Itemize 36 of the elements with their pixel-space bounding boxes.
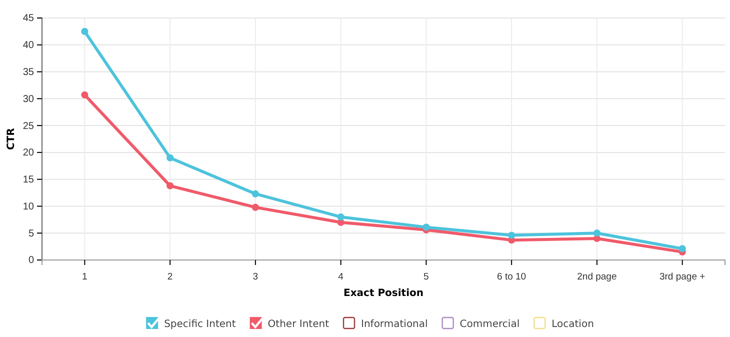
point: [678, 245, 686, 252]
point: [337, 213, 344, 221]
y-tick-label: 45: [22, 13, 34, 24]
point: [166, 182, 174, 190]
point: [166, 154, 174, 162]
point: [81, 91, 88, 98]
y-tick-label: 40: [22, 40, 34, 52]
x-tick-label: 5: [424, 271, 429, 282]
point: [422, 224, 430, 231]
y-axis-title: CTR: [6, 128, 17, 150]
point: [81, 28, 88, 36]
x-tick-label: 2: [167, 271, 173, 282]
y-tick-label: 30: [22, 94, 34, 105]
point: [252, 190, 260, 198]
y-tick-label: 0: [28, 255, 34, 266]
legend-label: Specific Intent: [164, 319, 236, 330]
point: [508, 232, 516, 239]
x-tick-label: 2nd page: [577, 271, 617, 282]
y-tick-label: 15: [22, 174, 34, 186]
point: [593, 230, 601, 237]
y-tick-label: 35: [22, 66, 34, 78]
legend-label: Commercial: [460, 319, 520, 330]
x-axis-title: Exact Position: [344, 288, 424, 299]
legend-label: Location: [552, 319, 594, 330]
y-tick-label: 20: [22, 148, 34, 159]
x-tick-label: 6 to 10: [497, 271, 526, 282]
x-tick-label: 3rd page +: [659, 271, 706, 282]
x-tick-label: 1: [82, 271, 88, 282]
y-tick-label: 5: [28, 228, 34, 240]
x-tick-label: 3: [252, 271, 258, 282]
x-tick-label: 4: [338, 271, 344, 282]
y-tick-label: 25: [22, 120, 34, 132]
y-tick-label: 10: [22, 201, 34, 212]
legend-label: Other Intent: [268, 319, 330, 330]
point: [252, 204, 260, 211]
legend-label: Informational: [361, 319, 428, 330]
